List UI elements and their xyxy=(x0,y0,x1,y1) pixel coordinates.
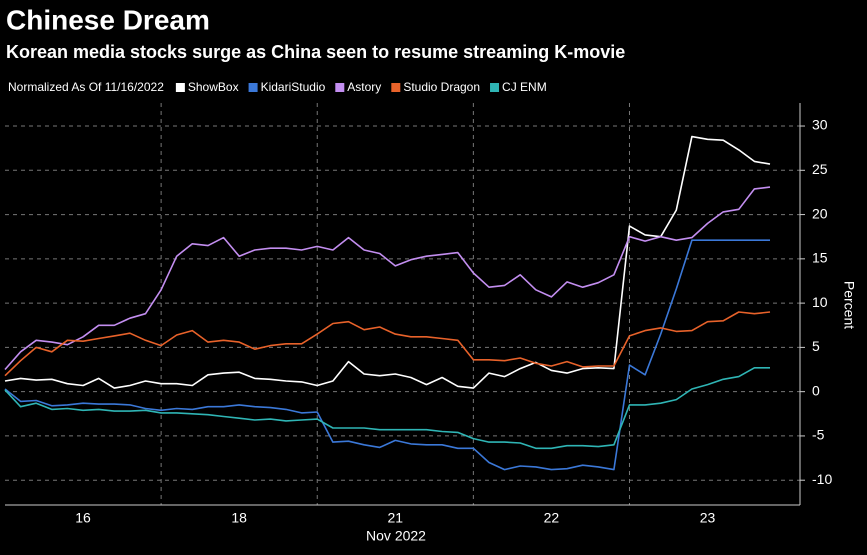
chart-subtitle: Korean media stocks surge as China seen … xyxy=(6,42,625,62)
chart-title: Chinese Dream xyxy=(6,4,210,35)
y-axis-label: Percent xyxy=(841,281,857,329)
legend-swatch xyxy=(335,83,345,92)
legend-label: Astory xyxy=(347,80,381,94)
series-line xyxy=(4,367,770,450)
y-tick-label: 5 xyxy=(812,338,820,354)
series-line xyxy=(4,239,770,471)
x-tick-label: 18 xyxy=(231,510,247,526)
y-tick-label: 0 xyxy=(812,382,820,398)
x-tick-label: 16 xyxy=(75,510,91,526)
legend-swatch xyxy=(490,83,500,92)
x-axis-label: Nov 2022 xyxy=(366,528,426,544)
y-tick-label: 10 xyxy=(812,294,828,310)
legend-label: KidariStudio xyxy=(261,80,326,94)
legend-swatch xyxy=(248,83,258,92)
x-tick-label: 23 xyxy=(700,510,716,526)
y-tick-label: 20 xyxy=(812,205,828,221)
legend-title: Normalized As Of 11/16/2022 xyxy=(8,80,164,94)
legend-swatch xyxy=(175,83,185,92)
legend-label: ShowBox xyxy=(188,80,239,94)
y-tick-label: -5 xyxy=(812,427,825,443)
x-tick-label: 22 xyxy=(544,510,560,526)
series-line xyxy=(4,135,771,389)
y-tick-label: 30 xyxy=(812,117,828,133)
legend-label: Studio Dragon xyxy=(403,80,480,94)
y-tick-label: 15 xyxy=(812,250,828,266)
legend-swatch xyxy=(391,83,401,92)
series-line xyxy=(4,311,771,377)
series-line xyxy=(4,186,771,371)
x-tick-label: 21 xyxy=(388,510,404,526)
y-tick-label: 25 xyxy=(812,161,828,177)
y-tick-label: -10 xyxy=(812,471,832,487)
legend-label: CJ ENM xyxy=(502,80,547,94)
